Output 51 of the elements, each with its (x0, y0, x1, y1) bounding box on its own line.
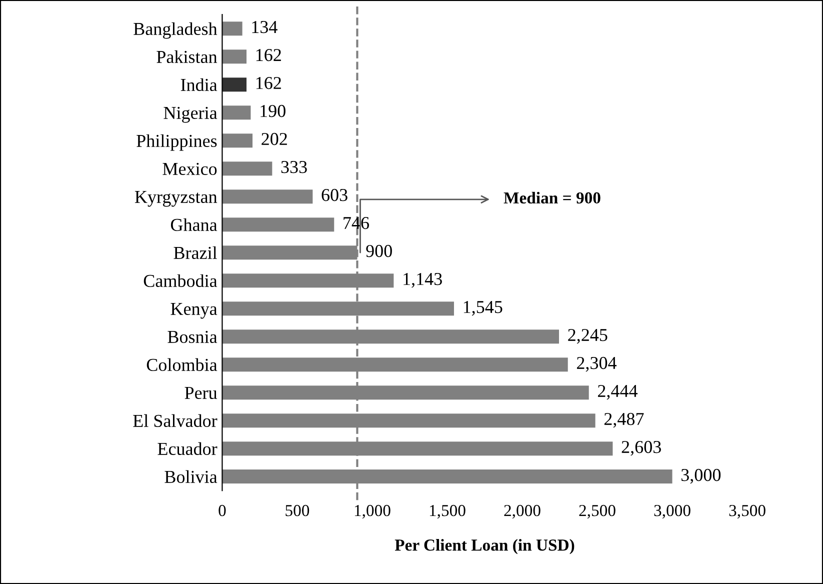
y-tick-label: Cambodia (144, 274, 218, 288)
y-tick-label: Bangladesh (134, 22, 218, 39)
data-label: 134 (252, 20, 278, 34)
x-tick-label: 500 (286, 504, 310, 516)
bar (222, 106, 251, 120)
x-tick-label: 1,500 (430, 504, 466, 519)
data-label: 3,000 (681, 468, 721, 484)
y-tick-label: Bosnia (168, 330, 218, 344)
data-label: 1,143 (404, 272, 442, 288)
bar (222, 190, 313, 204)
data-label: 2,487 (604, 412, 644, 428)
y-tick-label: Kyrgyzstan (134, 191, 218, 207)
y-tick-label: Brazil (174, 246, 217, 260)
data-label: 333 (281, 160, 307, 174)
data-label: 162 (256, 76, 281, 90)
y-tick-label: Mexico (162, 162, 217, 176)
bar (222, 162, 272, 176)
bar (222, 134, 253, 148)
x-axis-title: Per Client Loan (in USD) (394, 539, 574, 554)
x-tick-label: 3,500 (729, 504, 766, 519)
y-tick-label: Ecuador (158, 442, 218, 456)
x-tick-label: 0 (218, 504, 226, 516)
bar (222, 50, 247, 64)
data-label: 603 (322, 188, 348, 202)
y-tick-label: Nigeria (164, 106, 218, 123)
y-tick-label: Pakistan (156, 50, 218, 64)
bar (222, 22, 242, 36)
data-label: 2,304 (576, 356, 617, 372)
y-tick-label: Ghana (170, 218, 218, 232)
x-tick-label: 1,000 (354, 504, 390, 519)
x-tick-label: 3,000 (654, 504, 690, 519)
data-label: 2,603 (622, 440, 661, 456)
bar (222, 218, 334, 232)
data-label: 190 (260, 104, 286, 118)
y-tick-label: Colombia (146, 358, 218, 372)
x-tick-label: 2,000 (504, 504, 540, 519)
data-label: 1,545 (464, 301, 502, 316)
data-label: 900 (366, 244, 392, 258)
data-label: 162 (256, 48, 281, 62)
y-tick-label: Kenya (170, 302, 218, 319)
y-tick-label: Bolivia (164, 470, 218, 484)
data-label: 2,444 (598, 384, 638, 400)
bar (222, 78, 247, 92)
x-tick-label: 2,500 (579, 504, 616, 519)
ref-line-label: Median = 900 (504, 192, 600, 204)
y-tick-label: Philippines (136, 134, 217, 151)
y-tick-label: India (180, 78, 218, 92)
y-tick-label: Peru (184, 387, 218, 400)
y-tick-label: El Salvador (133, 414, 218, 428)
data-label: 2,245 (568, 328, 608, 344)
data-label: 202 (262, 132, 287, 146)
